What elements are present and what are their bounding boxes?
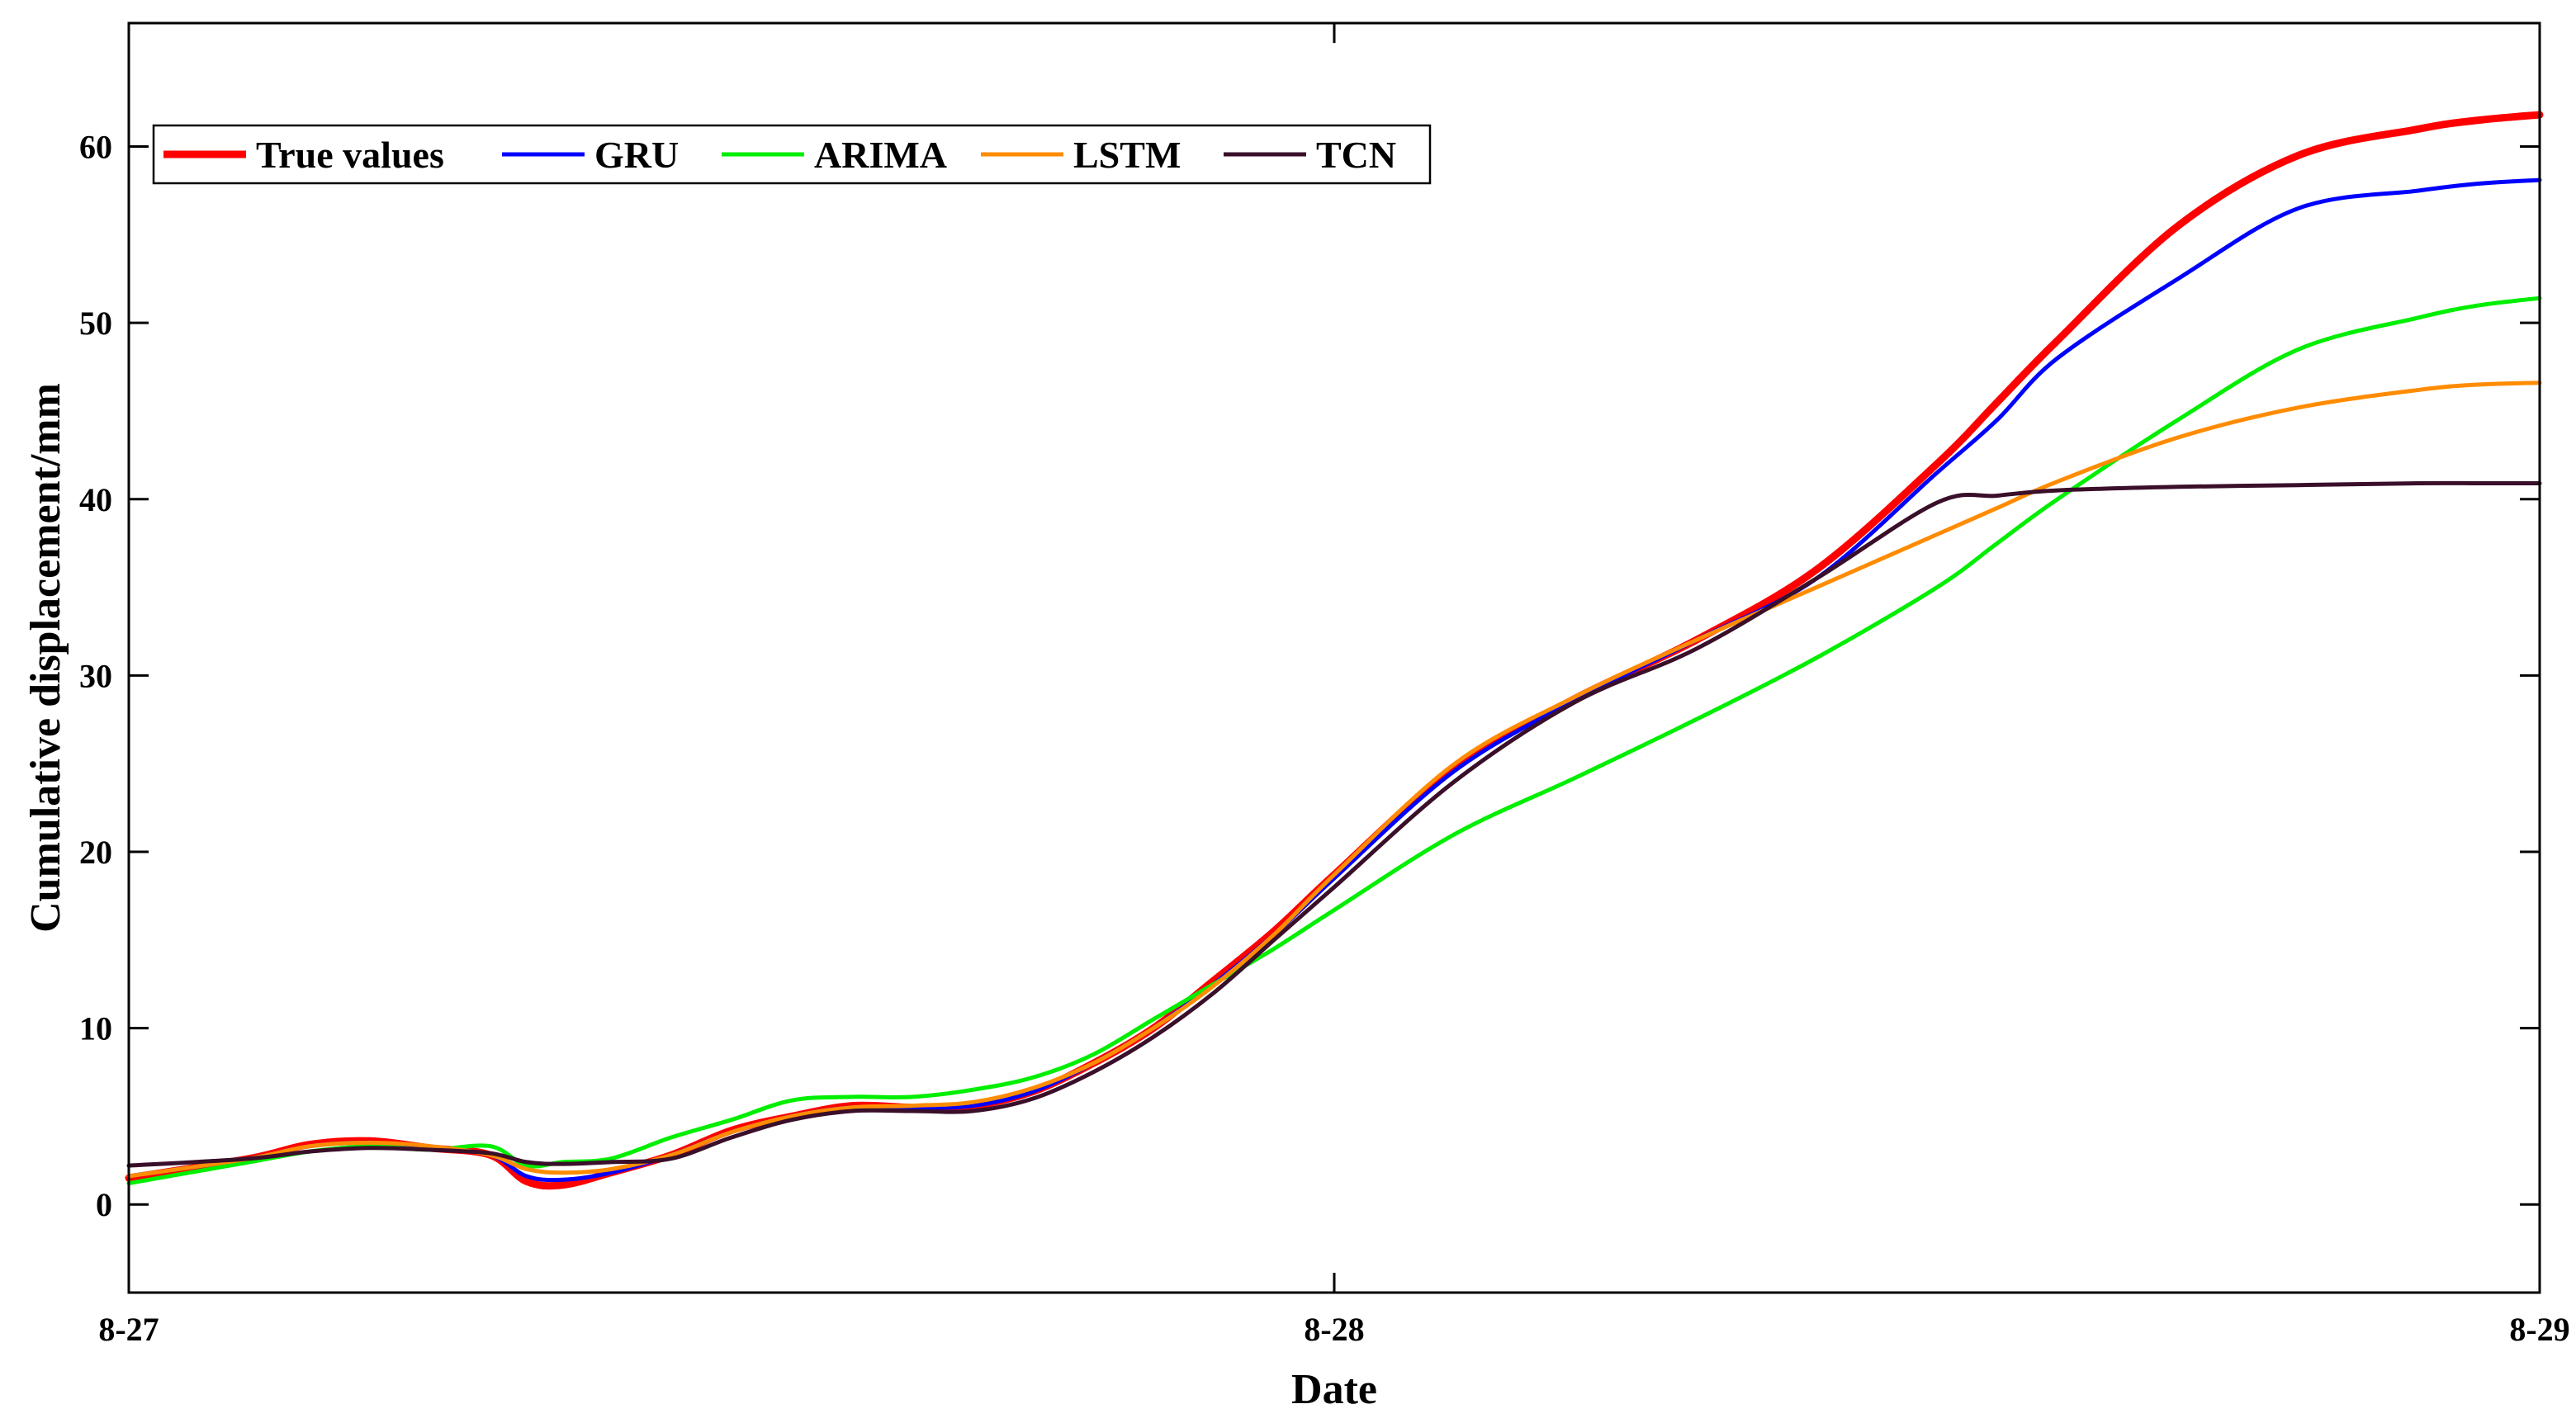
legend-label-lstm: LSTM bbox=[1073, 134, 1181, 176]
x-tick-label: 8-27 bbox=[98, 1311, 159, 1348]
ticks-layer: 0 10 20 30 40 50 60 8-27 8-28 8-29 bbox=[79, 23, 2570, 1348]
legend: True values GRU ARIMA LSTM TCN bbox=[152, 124, 1432, 185]
legend-label-gru: GRU bbox=[594, 134, 679, 176]
y-tick-label: 20 bbox=[79, 834, 112, 871]
y-tick-label: 40 bbox=[79, 481, 112, 518]
y-tick-label: 0 bbox=[96, 1186, 112, 1223]
series-line-lstm bbox=[126, 381, 2542, 1179]
series-layer bbox=[125, 111, 2544, 1190]
x-tick-label: 8-29 bbox=[2509, 1311, 2569, 1348]
legend-label-true-values: True values bbox=[256, 134, 444, 176]
x-axis-title: Date bbox=[1291, 1366, 1377, 1413]
y-tick-label: 10 bbox=[79, 1010, 112, 1047]
series-line-tcn bbox=[126, 480, 2542, 1168]
y-tick-label: 30 bbox=[79, 657, 112, 694]
x-tick-label: 8-28 bbox=[1304, 1311, 1364, 1348]
legend-label-tcn: TCN bbox=[1316, 134, 1396, 176]
y-axis-title: Cumulative displacement/mm bbox=[22, 383, 69, 933]
series-line-true-values bbox=[125, 111, 2544, 1190]
y-tick-label: 50 bbox=[79, 305, 112, 342]
y-tick-label: 60 bbox=[79, 129, 112, 166]
legend-label-arima: ARIMA bbox=[814, 134, 947, 176]
